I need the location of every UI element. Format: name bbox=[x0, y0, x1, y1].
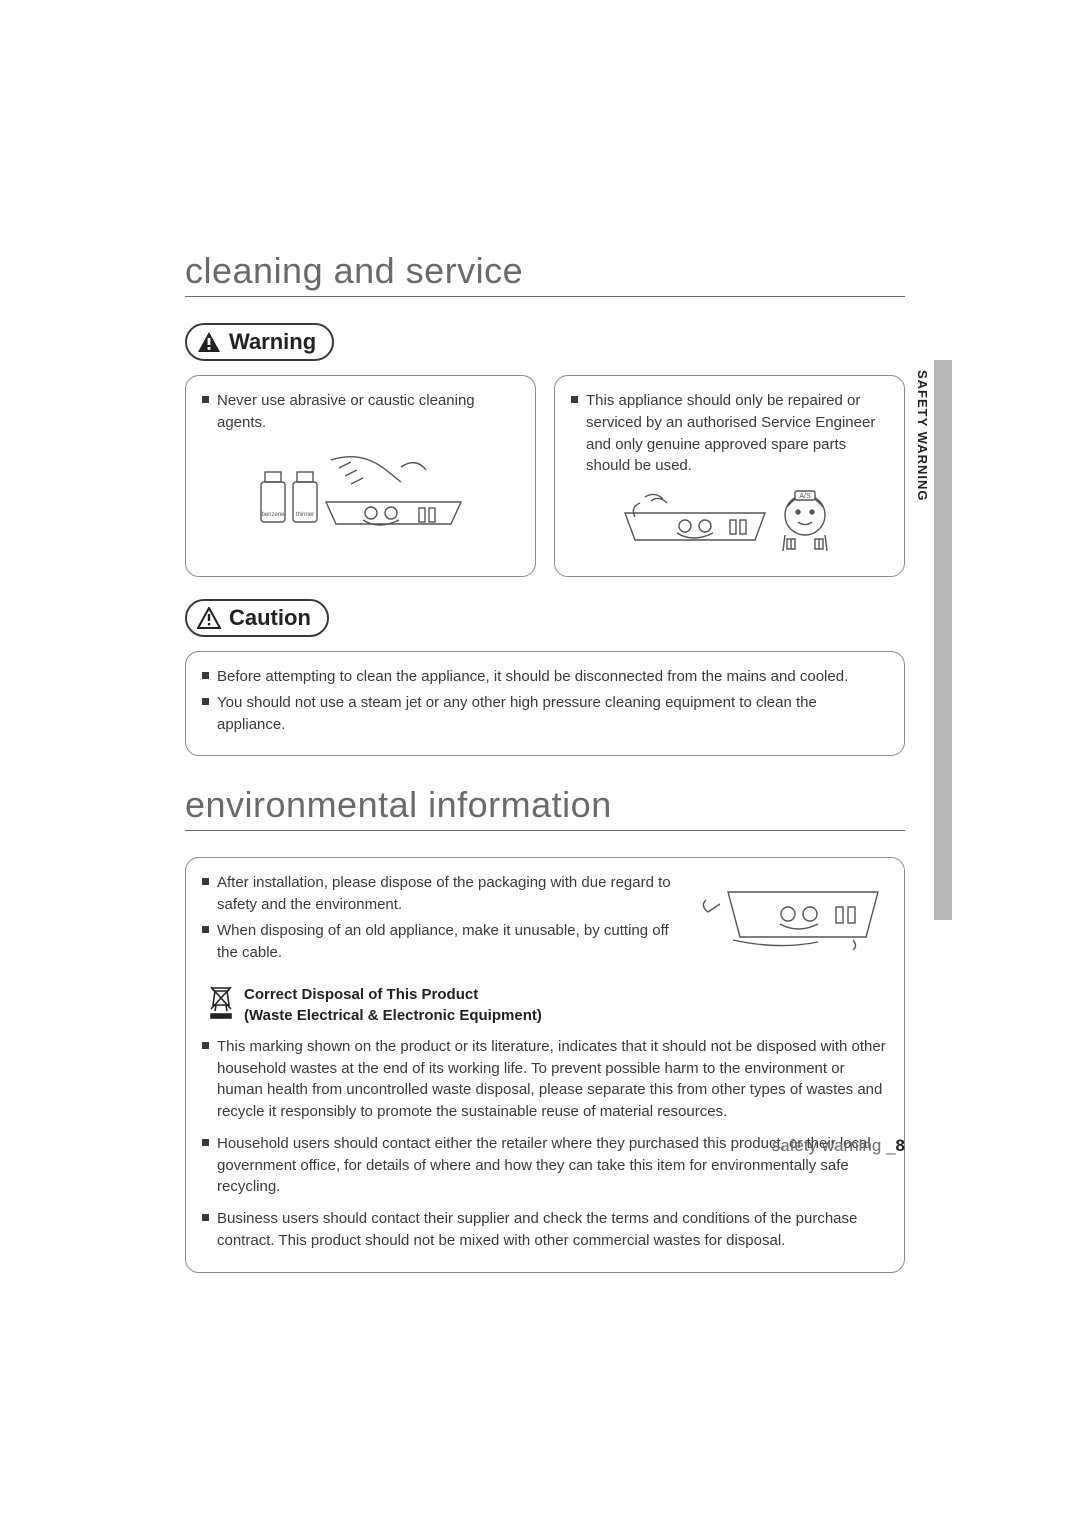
bullet-icon bbox=[202, 672, 209, 679]
page-footer: safety warning _8 bbox=[185, 1136, 905, 1156]
illustration-service: A/S bbox=[571, 485, 888, 560]
bottle1-label: benzene bbox=[261, 512, 285, 518]
disposal-item-0: This marking shown on the product or its… bbox=[217, 1036, 888, 1123]
bullet-icon bbox=[571, 396, 578, 403]
section-title-environment: environmental information bbox=[185, 784, 905, 831]
warning-card-left: Never use abrasive or caustic cleaning a… bbox=[185, 375, 536, 577]
warning-left-text: Never use abrasive or caustic cleaning a… bbox=[217, 390, 519, 434]
footer-text: safety warning _ bbox=[772, 1136, 896, 1155]
bullet-icon bbox=[202, 1214, 209, 1221]
service-badge-label: A/S bbox=[799, 493, 811, 500]
bottle2-label: thinner bbox=[295, 512, 313, 518]
caution-card: Before attempting to clean the appliance… bbox=[185, 651, 905, 756]
caution-badge: Caution bbox=[185, 599, 329, 637]
bullet-icon bbox=[202, 926, 209, 933]
section-title-cleaning: cleaning and service bbox=[185, 250, 905, 297]
weee-icon bbox=[208, 985, 234, 1019]
warning-card-right: This appliance should only be repaired o… bbox=[554, 375, 905, 577]
section-tab-label: SAFETY WARNING bbox=[915, 370, 930, 502]
disposal-item-2: Business users should contact their supp… bbox=[217, 1208, 888, 1252]
warning-icon bbox=[197, 331, 221, 353]
env-item-0: After installation, please dispose of th… bbox=[217, 872, 678, 916]
bullet-icon bbox=[202, 878, 209, 885]
warning-right-text: This appliance should only be repaired o… bbox=[586, 390, 888, 477]
bullet-icon bbox=[202, 1042, 209, 1049]
bullet-icon bbox=[202, 396, 209, 403]
caution-item-1: You should not use a steam jet or any ot… bbox=[217, 692, 888, 736]
warning-label: Warning bbox=[229, 329, 316, 355]
caution-item-0: Before attempting to clean the appliance… bbox=[217, 666, 848, 688]
footer-page-number: 8 bbox=[896, 1136, 905, 1155]
illustration-no-abrasive: benzene thinner bbox=[202, 442, 519, 537]
environment-card: After installation, please dispose of th… bbox=[185, 857, 905, 1272]
illustration-dispose bbox=[698, 872, 888, 957]
env-item-1: When disposing of an old appliance, make… bbox=[217, 920, 678, 964]
disposal-title-2: (Waste Electrical & Electronic Equipment… bbox=[244, 1006, 542, 1026]
caution-icon bbox=[197, 607, 221, 629]
warning-badge: Warning bbox=[185, 323, 334, 361]
section-tab bbox=[934, 360, 952, 920]
bullet-icon bbox=[202, 698, 209, 705]
caution-label: Caution bbox=[229, 605, 311, 631]
disposal-title-1: Correct Disposal of This Product bbox=[244, 985, 542, 1005]
